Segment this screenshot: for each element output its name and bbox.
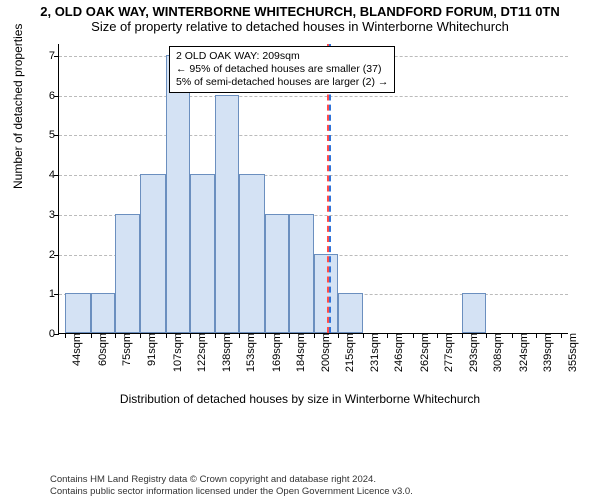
plot-area: 0123456744sqm60sqm75sqm91sqm107sqm122sqm… bbox=[58, 44, 568, 334]
histogram-bar bbox=[115, 214, 141, 333]
gridline bbox=[59, 96, 568, 97]
xtick-mark bbox=[512, 333, 513, 338]
histogram-bar bbox=[239, 174, 265, 333]
ytick-label: 4 bbox=[49, 169, 59, 181]
x-axis-caption: Distribution of detached houses by size … bbox=[0, 392, 600, 406]
xtick-label: 153sqm bbox=[243, 333, 257, 372]
xtick-mark bbox=[536, 333, 537, 338]
xtick-mark bbox=[289, 333, 290, 338]
xtick-label: 60sqm bbox=[95, 333, 109, 366]
ytick-label: 3 bbox=[49, 209, 59, 221]
xtick-label: 44sqm bbox=[69, 333, 83, 366]
xtick-mark bbox=[140, 333, 141, 338]
histogram-bar bbox=[265, 214, 289, 333]
histogram-bar bbox=[190, 174, 216, 333]
histogram-bar bbox=[65, 293, 91, 333]
xtick-mark bbox=[486, 333, 487, 338]
xtick-mark bbox=[338, 333, 339, 338]
xtick-mark bbox=[387, 333, 388, 338]
xtick-label: 122sqm bbox=[194, 333, 208, 372]
histogram-bar bbox=[314, 254, 338, 333]
xtick-mark bbox=[115, 333, 116, 338]
xtick-label: 215sqm bbox=[342, 333, 356, 372]
xtick-label: 339sqm bbox=[540, 333, 554, 372]
xtick-label: 169sqm bbox=[269, 333, 283, 372]
title-line-1: 2, OLD OAK WAY, WINTERBORNE WHITECHURCH,… bbox=[0, 4, 600, 19]
ytick-label: 0 bbox=[49, 328, 59, 340]
footer: Contains HM Land Registry data © Crown c… bbox=[0, 474, 600, 498]
xtick-mark bbox=[413, 333, 414, 338]
ytick-label: 2 bbox=[49, 249, 59, 261]
xtick-mark bbox=[215, 333, 216, 338]
xtick-label: 138sqm bbox=[219, 333, 233, 372]
footer-line-2: Contains public sector information licen… bbox=[50, 486, 600, 498]
xtick-label: 184sqm bbox=[293, 333, 307, 372]
title-line-2: Size of property relative to detached ho… bbox=[0, 19, 600, 34]
histogram-bar bbox=[289, 214, 315, 333]
histogram-bar bbox=[462, 293, 486, 333]
xtick-mark bbox=[363, 333, 364, 338]
xtick-label: 277sqm bbox=[441, 333, 455, 372]
xtick-label: 355sqm bbox=[565, 333, 579, 372]
ytick-label: 6 bbox=[49, 90, 59, 102]
xtick-label: 107sqm bbox=[170, 333, 184, 372]
xtick-mark bbox=[190, 333, 191, 338]
xtick-mark bbox=[239, 333, 240, 338]
xtick-mark bbox=[437, 333, 438, 338]
xtick-label: 75sqm bbox=[119, 333, 133, 366]
xtick-label: 324sqm bbox=[516, 333, 530, 372]
footer-line-1: Contains HM Land Registry data © Crown c… bbox=[50, 474, 600, 486]
histogram-bar bbox=[215, 95, 239, 333]
xtick-mark bbox=[314, 333, 315, 338]
xtick-label: 262sqm bbox=[417, 333, 431, 372]
xtick-label: 246sqm bbox=[391, 333, 405, 372]
chart-container: 0 1 2 3 4 5 6 7 44sqm 60sqm 75sqm 91sqm 107sqm 122sqm… bbox=[0, 40, 600, 420]
xtick-mark bbox=[462, 333, 463, 338]
y-axis-label: Number of detached properties bbox=[11, 24, 25, 189]
annotation-line1: 2 OLD OAK WAY: 209sqm bbox=[176, 50, 388, 63]
xtick-label: 293sqm bbox=[466, 333, 480, 372]
xtick-mark bbox=[561, 333, 562, 338]
annotation-box: 2 OLD OAK WAY: 209sqm← 95% of detached h… bbox=[169, 46, 395, 93]
xtick-mark bbox=[166, 333, 167, 338]
xtick-mark bbox=[65, 333, 66, 338]
annotation-line2: ← 95% of detached houses are smaller (37… bbox=[176, 63, 388, 76]
xtick-label: 308sqm bbox=[490, 333, 504, 372]
ytick-label: 5 bbox=[49, 129, 59, 141]
xtick-label: 91sqm bbox=[144, 333, 158, 366]
xtick-mark bbox=[265, 333, 266, 338]
xtick-label: 200sqm bbox=[318, 333, 332, 372]
xtick-label: 231sqm bbox=[367, 333, 381, 372]
ytick-label: 7 bbox=[49, 50, 59, 62]
ytick-label: 1 bbox=[49, 288, 59, 300]
xtick-mark bbox=[91, 333, 92, 338]
histogram-bar bbox=[91, 293, 115, 333]
gridline bbox=[59, 175, 568, 176]
histogram-bar bbox=[140, 174, 166, 333]
gridline bbox=[59, 135, 568, 136]
annotation-line3: 5% of semi-detached houses are larger (2… bbox=[176, 76, 388, 89]
histogram-bar bbox=[166, 55, 190, 333]
histogram-bar bbox=[338, 293, 364, 333]
